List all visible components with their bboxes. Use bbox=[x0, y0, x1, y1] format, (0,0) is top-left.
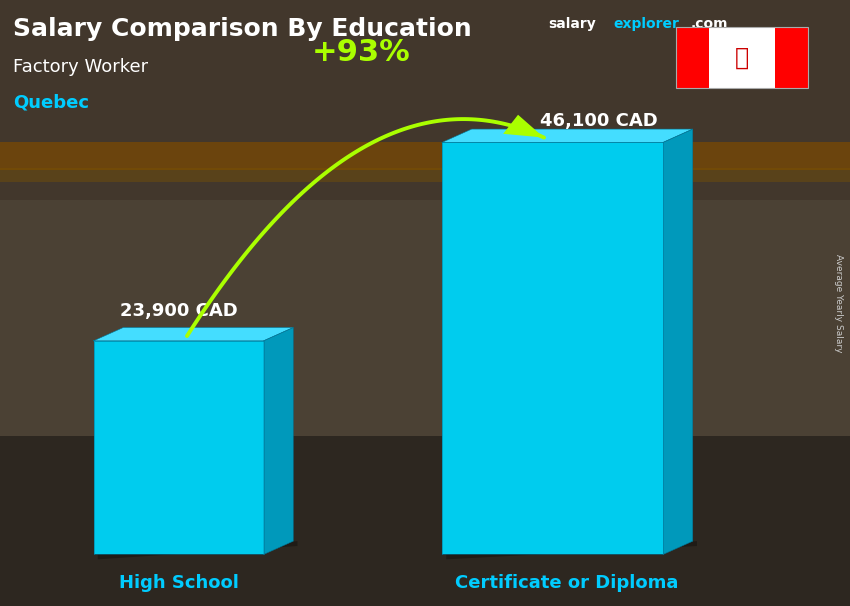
Polygon shape bbox=[94, 327, 293, 341]
Polygon shape bbox=[442, 129, 693, 142]
Text: Factory Worker: Factory Worker bbox=[13, 58, 148, 76]
Text: Average Yearly Salary: Average Yearly Salary bbox=[835, 254, 843, 352]
Polygon shape bbox=[264, 327, 293, 554]
Bar bbox=[0, 0, 850, 212]
Text: Salary Comparison By Education: Salary Comparison By Education bbox=[13, 17, 472, 41]
Bar bbox=[774, 27, 808, 88]
Polygon shape bbox=[94, 341, 264, 554]
Bar bbox=[709, 27, 774, 88]
Text: +93%: +93% bbox=[312, 38, 411, 67]
Polygon shape bbox=[98, 541, 298, 559]
Text: explorer: explorer bbox=[614, 17, 679, 31]
Bar bbox=[0, 436, 850, 606]
Text: 46,100 CAD: 46,100 CAD bbox=[541, 112, 658, 130]
Text: 23,900 CAD: 23,900 CAD bbox=[120, 302, 237, 319]
Bar bbox=[0, 142, 850, 170]
Text: High School: High School bbox=[118, 574, 239, 592]
Text: Quebec: Quebec bbox=[13, 94, 88, 112]
Text: Certificate or Diploma: Certificate or Diploma bbox=[456, 574, 678, 592]
Text: 🍁: 🍁 bbox=[734, 45, 749, 70]
Text: .com: .com bbox=[691, 17, 728, 31]
Text: salary: salary bbox=[548, 17, 596, 31]
Bar bbox=[0, 168, 850, 182]
Polygon shape bbox=[503, 115, 544, 138]
Bar bbox=[0, 200, 850, 454]
Polygon shape bbox=[442, 142, 663, 554]
Bar bbox=[676, 27, 807, 88]
Bar bbox=[676, 27, 709, 88]
Polygon shape bbox=[663, 129, 693, 554]
Polygon shape bbox=[446, 541, 697, 559]
